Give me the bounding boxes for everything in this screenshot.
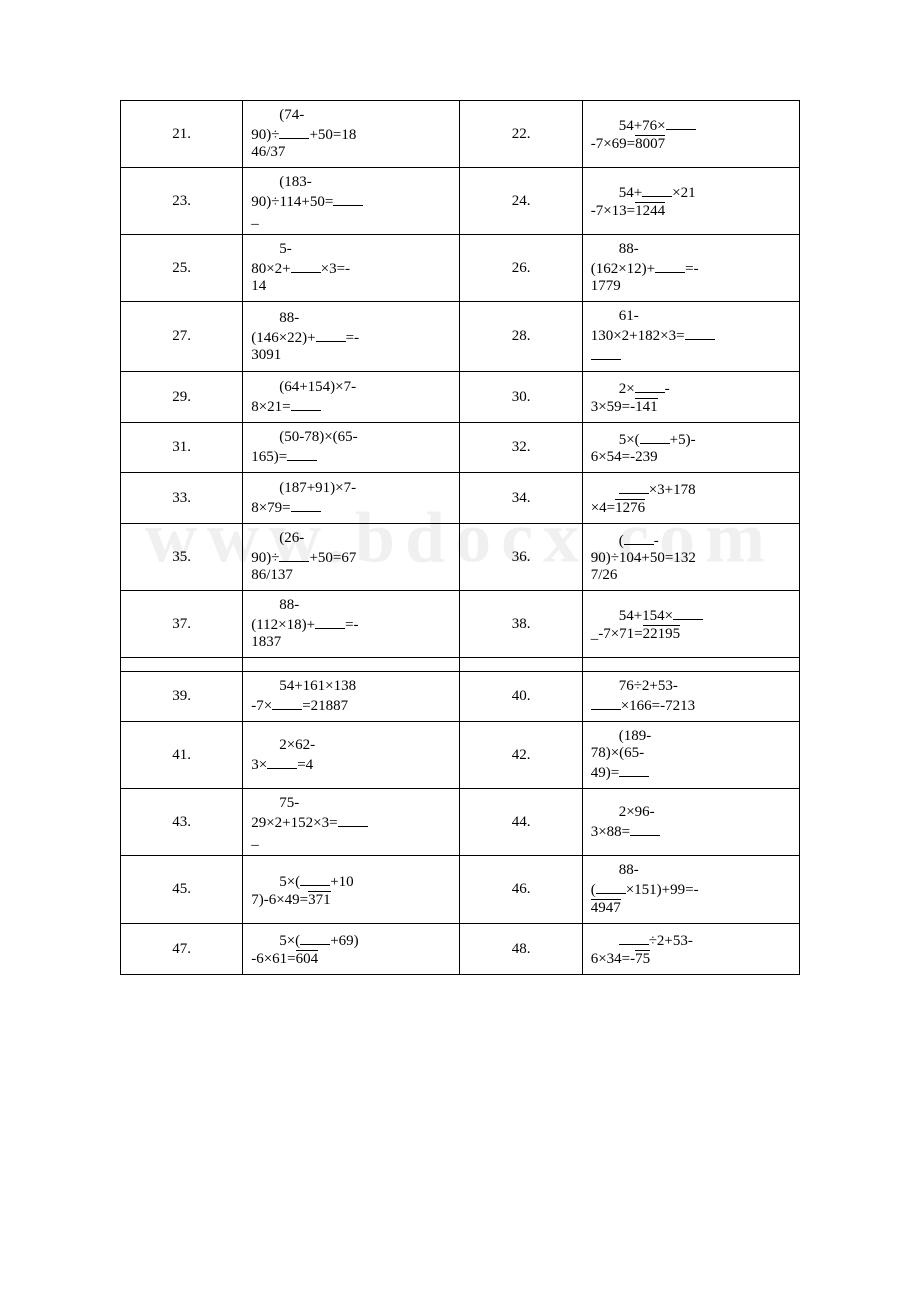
problem-number: 25. [121, 235, 243, 302]
problem-number: 42. [460, 722, 582, 789]
table-row: 21.(74-90)÷+50=1846/3722.54+76×-7×69=800… [121, 101, 800, 168]
problem-number: 24. [460, 168, 582, 235]
problem-number: 36. [460, 524, 582, 591]
table-row: 37.88-(112×18)+=-183738.54+154×_-7×71=22… [121, 591, 800, 658]
problem-expression: 76÷2+53-×166=-7213 [582, 672, 799, 722]
problem-number: 44. [460, 789, 582, 856]
table-row: 29.(64+154)×7-8×21=30.2×-3×59=-141 [121, 372, 800, 423]
problem-number: 41. [121, 722, 243, 789]
problem-expression: 75-29×2+152×3=_ [243, 789, 460, 856]
problem-expression: 5×(+69)-6×61=604 [243, 924, 460, 975]
problem-expression: 2×96-3×88= [582, 789, 799, 856]
table-row: 43.75-29×2+152×3=_44.2×96-3×88= [121, 789, 800, 856]
table-row: 47.5×(+69)-6×61=60448.÷2+53-6×34=-75 [121, 924, 800, 975]
table-row: 45.5×(+107)-6×49=37146.88-(×151)+99=-494… [121, 856, 800, 924]
problem-expression: 5×(+5)-6×54=-239 [582, 423, 799, 473]
problem-expression: 54+×21-7×13=1244 [582, 168, 799, 235]
table-row: 41.2×62-3×=442.(189-78)×(65-49)= [121, 722, 800, 789]
problem-expression: ×3+178×4=1276 [582, 473, 799, 524]
problem-number: 46. [460, 856, 582, 924]
problem-expression: 88-(112×18)+=-1837 [243, 591, 460, 658]
table-row: 39.54+161×138-7×=2188740.76÷2+53-×166=-7… [121, 672, 800, 722]
problem-expression: 5-80×2+×3=-14 [243, 235, 460, 302]
problem-expression: (64+154)×7-8×21= [243, 372, 460, 423]
problem-expression: ÷2+53-6×34=-75 [582, 924, 799, 975]
problem-number: 45. [121, 856, 243, 924]
problem-number: 32. [460, 423, 582, 473]
table-row: 23.(183-90)÷114+50=_24.54+×21-7×13=1244 [121, 168, 800, 235]
problem-expression: 88-(146×22)+=-3091 [243, 302, 460, 372]
spacer-cell [243, 658, 460, 672]
problem-number: 47. [121, 924, 243, 975]
problem-number: 40. [460, 672, 582, 722]
problem-expression: 54+154×_-7×71=22195 [582, 591, 799, 658]
table-row: 25.5-80×2+×3=-1426.88-(162×12)+=-1779 [121, 235, 800, 302]
problem-number: 33. [121, 473, 243, 524]
problem-number: 21. [121, 101, 243, 168]
problem-expression: (183-90)÷114+50=_ [243, 168, 460, 235]
spacer-cell [582, 658, 799, 672]
problem-expression: 2×62-3×=4 [243, 722, 460, 789]
problem-expression: 88-(×151)+99=-4947 [582, 856, 799, 924]
problem-expression: (187+91)×7-8×79= [243, 473, 460, 524]
problem-expression: (50-78)×(65-165)= [243, 423, 460, 473]
problem-expression: (26-90)÷+50=6786/137 [243, 524, 460, 591]
problem-number: 22. [460, 101, 582, 168]
problem-expression: 5×(+107)-6×49=371 [243, 856, 460, 924]
problem-number: 30. [460, 372, 582, 423]
problem-number: 48. [460, 924, 582, 975]
problem-number: 35. [121, 524, 243, 591]
math-problems-table: 21.(74-90)÷+50=1846/3722.54+76×-7×69=800… [120, 100, 800, 975]
problem-expression: 54+161×138-7×=21887 [243, 672, 460, 722]
problem-number: 31. [121, 423, 243, 473]
problem-expression: (74-90)÷+50=1846/37 [243, 101, 460, 168]
problem-number: 37. [121, 591, 243, 658]
table-row [121, 658, 800, 672]
problem-number: 34. [460, 473, 582, 524]
problem-expression: 54+76×-7×69=8007 [582, 101, 799, 168]
problem-number: 23. [121, 168, 243, 235]
problem-number: 43. [121, 789, 243, 856]
problem-number: 26. [460, 235, 582, 302]
spacer-cell [121, 658, 243, 672]
problem-number: 29. [121, 372, 243, 423]
spacer-cell [460, 658, 582, 672]
problem-number: 28. [460, 302, 582, 372]
table-row: 27.88-(146×22)+=-309128.61-130×2+182×3= [121, 302, 800, 372]
table-row: 31.(50-78)×(65-165)=32.5×(+5)-6×54=-239 [121, 423, 800, 473]
problem-expression: 61-130×2+182×3= [582, 302, 799, 372]
problem-number: 39. [121, 672, 243, 722]
problem-expression: (-90)÷104+50=1327/26 [582, 524, 799, 591]
problem-expression: (189-78)×(65-49)= [582, 722, 799, 789]
table-row: 35.(26-90)÷+50=6786/13736.(-90)÷104+50=1… [121, 524, 800, 591]
table-row: 33.(187+91)×7-8×79=34.×3+178×4=1276 [121, 473, 800, 524]
problem-number: 38. [460, 591, 582, 658]
problem-number: 27. [121, 302, 243, 372]
problem-expression: 88-(162×12)+=-1779 [582, 235, 799, 302]
problem-expression: 2×-3×59=-141 [582, 372, 799, 423]
